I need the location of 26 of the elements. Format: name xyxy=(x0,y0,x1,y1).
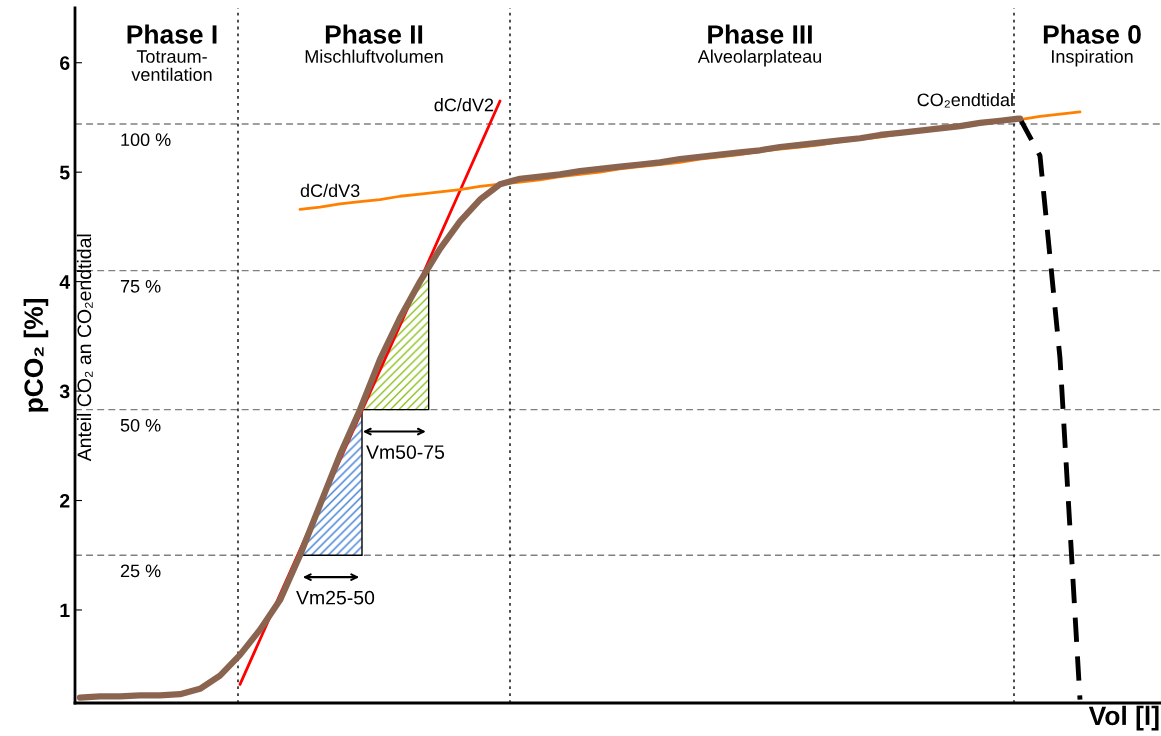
y2-axis-title: Anteil CO₂ an CO₂endtidal xyxy=(76,234,93,462)
annotation: Phase III xyxy=(708,24,812,44)
series-label: dC/dV2 xyxy=(434,98,494,112)
annotation: Alveolarplateau xyxy=(697,49,822,67)
annotation: 50 % xyxy=(120,418,161,432)
annotation: Mischluftvolumen xyxy=(305,49,443,63)
annotation: Vm25-50 xyxy=(296,590,375,605)
annotation: Phase 0 xyxy=(1043,24,1141,44)
series-label: dC/dV3 xyxy=(300,183,360,198)
y-tick-label: 2 xyxy=(60,493,70,508)
annotation: Vm50-75 xyxy=(366,445,445,459)
annotation: Inspiration xyxy=(1052,49,1133,67)
y-tick-label: 3 xyxy=(59,384,70,399)
y-tick-label: 5 xyxy=(59,165,70,180)
y-tick-label: 4 xyxy=(59,275,71,289)
annotation: Totraum- ventilation xyxy=(131,50,212,81)
x-axis-title: Vol [l] xyxy=(1088,705,1159,731)
annotation: 25 % xyxy=(120,564,161,578)
annotation: Phase II xyxy=(325,24,423,44)
annotation: 75 % xyxy=(120,279,161,293)
y-tick-label: 1 xyxy=(60,603,70,618)
annotation: 100 % xyxy=(121,133,171,147)
y-tick-label: 6 xyxy=(60,56,70,70)
annotation: CO₂endtidal xyxy=(917,92,1013,108)
annotation: Phase I xyxy=(127,24,217,44)
y-axis-title: pCO₂ [%] xyxy=(23,299,49,412)
